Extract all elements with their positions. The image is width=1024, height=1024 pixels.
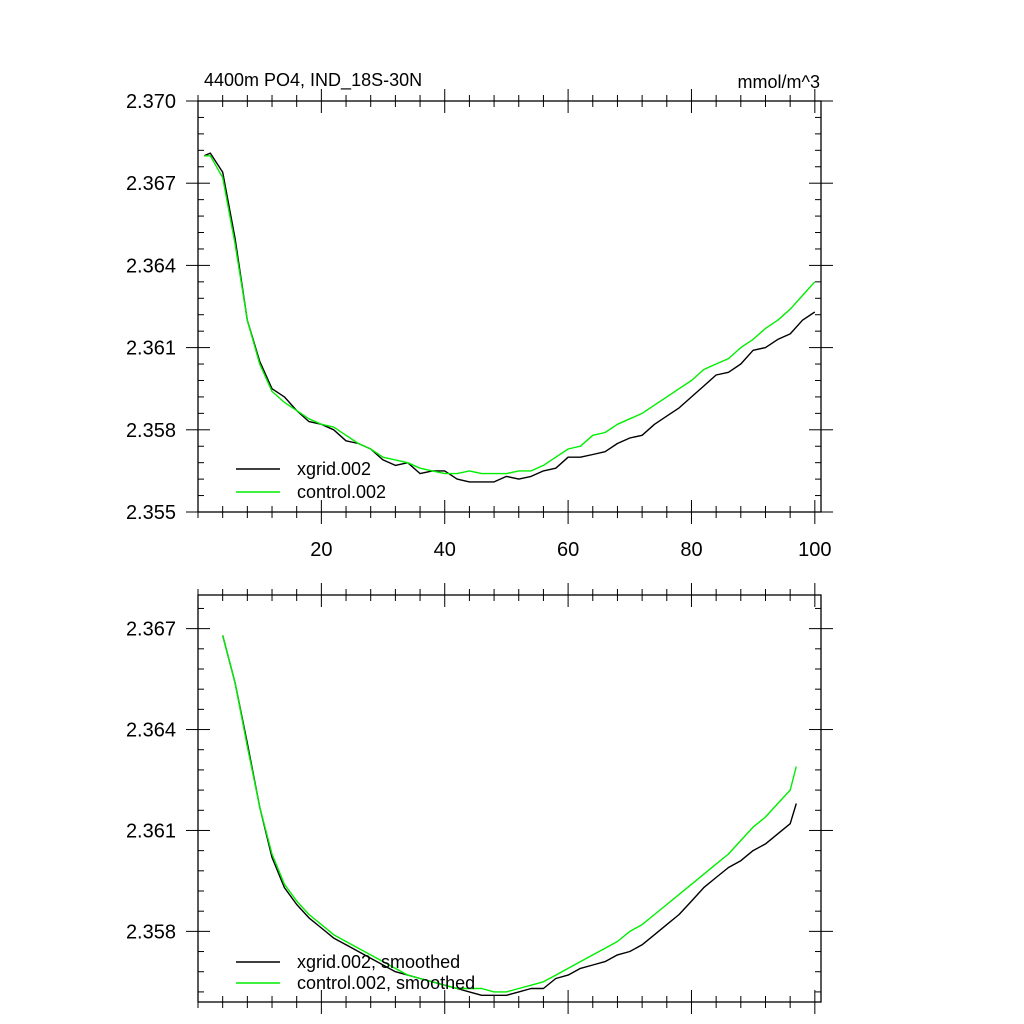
y-tick-label: 2.367: [126, 173, 176, 195]
y-tick-label: 2.370: [126, 91, 176, 113]
series-line-2: [204, 155, 816, 475]
y-tick-label: 2.364: [126, 720, 176, 742]
units-label: mmol/m^3: [738, 72, 820, 92]
x-tick-label: 60: [557, 539, 579, 561]
series-line-1: [203, 152, 816, 483]
y-tick-label: 2.367: [126, 619, 176, 641]
y-tick-label: 2.358: [126, 921, 176, 943]
chart-title: 4400m PO4, IND_18S-30N: [204, 70, 422, 91]
legend-label: xgrid.002: [297, 459, 371, 479]
legend-label: control.002: [297, 482, 386, 502]
x-tick-label: 100: [798, 539, 831, 561]
plot-frame: [197, 100, 822, 513]
legend-label: xgrid.002, smoothed: [297, 952, 460, 972]
y-tick-label: 2.358: [126, 420, 176, 442]
bottom-panel: 2.358 2.361 2.364 2.367 xgrid.002, smoothedc…: [126, 583, 833, 1014]
series-line-1: [222, 635, 797, 996]
plot-frame: [197, 594, 822, 1003]
y-tick-label: 2.364: [126, 255, 176, 277]
y-tick-label: 2.355: [126, 502, 176, 524]
top-panel: 20 40 60 80 100 2.355 2.358 2.361 2.364 2.367 2.37…: [126, 70, 833, 561]
y-tick-label: 2.361: [126, 820, 176, 842]
y-tick-label: 2.361: [126, 338, 176, 360]
series-line-2: [222, 635, 797, 993]
legend-label: control.002, smoothed: [297, 973, 475, 993]
x-tick-label: 40: [434, 539, 456, 561]
x-tick-label: 20: [310, 539, 332, 561]
x-tick-label: 80: [680, 539, 702, 561]
